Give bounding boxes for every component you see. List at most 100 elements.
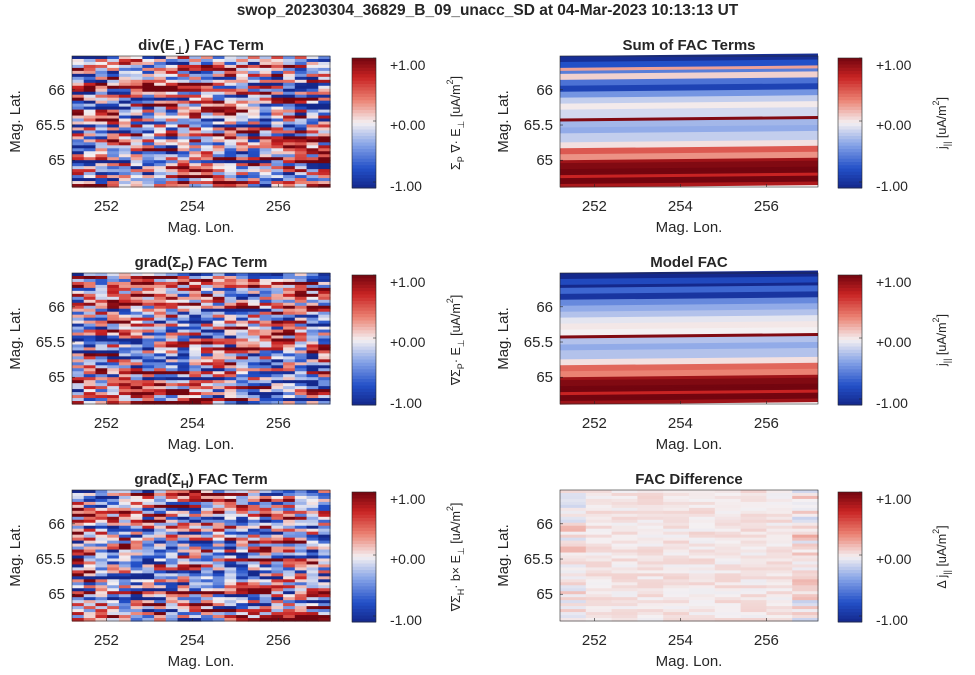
y-tick-label: 65 [536,369,553,386]
colorbar-step [352,291,376,295]
heatmap-cell [271,537,284,542]
heatmap-cell [201,615,214,619]
heatmap-cell [107,567,120,571]
heatmap-cell [318,516,331,521]
heatmap-row [560,380,818,387]
heatmap-cell [318,507,331,512]
heatmap-cell [560,504,587,509]
heatmap-cell [318,56,331,60]
heatmap-cell [165,597,179,601]
heatmap-cell [714,615,742,619]
heatmap-cell [83,151,97,155]
heatmap-cell [294,106,308,111]
heatmap-cell [663,492,690,497]
colorbar-step [352,294,376,299]
heatmap-cell [130,344,143,349]
x-axis-label: Mag. Lon. [656,653,723,670]
heatmap-cell [165,308,179,313]
colorbar-step [352,336,376,341]
heatmap-cell [201,278,214,283]
x-tick-label: 256 [266,198,291,215]
heatmap-cell [142,395,155,399]
heatmap-cell [740,615,767,619]
heatmap-cell [95,561,108,566]
heatmap-cell [201,386,214,390]
heatmap-cell [107,145,120,149]
heatmap-cell [283,371,296,375]
heatmap-cell [283,124,296,129]
heatmap-cell [259,56,272,60]
heatmap-cell [107,118,120,123]
heatmap-cell [247,127,261,132]
heatmap-cell [560,561,587,566]
heatmap-row [560,392,818,399]
heatmap-cell [318,549,331,554]
heatmap-cell [189,537,202,542]
heatmap-cell [663,528,690,533]
heatmap-cell [212,275,226,280]
heatmap-cell [118,76,132,81]
heatmap-cell [72,374,85,378]
heatmap-cell [118,591,132,595]
heatmap-cell [165,100,179,105]
heatmap-cell [318,148,331,152]
heatmap-cell [201,142,214,146]
colorbar-step [838,314,862,318]
heatmap-cell [118,501,132,506]
heatmap-cell [318,501,331,506]
colorbar-step [352,301,376,305]
heatmap-cell [283,121,296,126]
heatmap-cell [663,585,690,589]
heatmap-cell [637,498,664,503]
heatmap-cell [177,284,190,289]
heatmap-cell [224,519,237,524]
heatmap-cell [224,100,237,105]
heatmap-cell [142,612,155,616]
heatmap-cell [212,308,226,313]
heatmap-cell [259,273,272,277]
heatmap-cell [259,576,272,580]
heatmap-cell [107,341,120,346]
heatmap-cell [142,166,155,170]
heatmap-cell [95,350,108,354]
heatmap-cell [283,305,296,310]
heatmap-cell [142,546,155,551]
heatmap-row [560,160,818,167]
colorbar-step [838,61,862,65]
heatmap-cell [83,534,97,539]
heatmap-cell [72,398,85,402]
heatmap-cell [142,510,155,515]
heatmap-cell [142,97,155,102]
heatmap-cell [306,178,319,182]
heatmap-cell [283,154,296,158]
heatmap-cell [201,287,214,292]
heatmap-cell [95,534,108,539]
heatmap-cell [212,359,226,363]
heatmap-cell [154,275,167,280]
heatmap-cell [83,549,97,554]
heatmap-cell [259,109,272,114]
heatmap-cell [154,311,167,316]
heatmap-cell [130,302,143,307]
heatmap-cell [236,275,249,280]
colorbar-step [838,492,862,496]
heatmap-cell [154,142,167,146]
heatmap-cell [247,151,261,155]
heatmap-cell [236,151,249,155]
heatmap-cell [212,323,226,328]
heatmap-cell [165,172,179,176]
heatmap-cell [212,64,226,69]
heatmap-cell [154,573,167,577]
heatmap-cell [72,371,85,375]
heatmap-cell [283,546,296,551]
heatmap-cell [689,525,716,530]
colorbar-step [352,132,376,137]
heatmap-cell [766,540,793,545]
heatmap-cell [294,549,308,554]
heatmap-cell [283,395,296,399]
heatmap-cell [224,323,237,328]
heatmap-cell [585,615,613,619]
heatmap-cell [283,618,296,622]
heatmap-cell [83,507,97,512]
heatmap-cell [560,540,587,545]
